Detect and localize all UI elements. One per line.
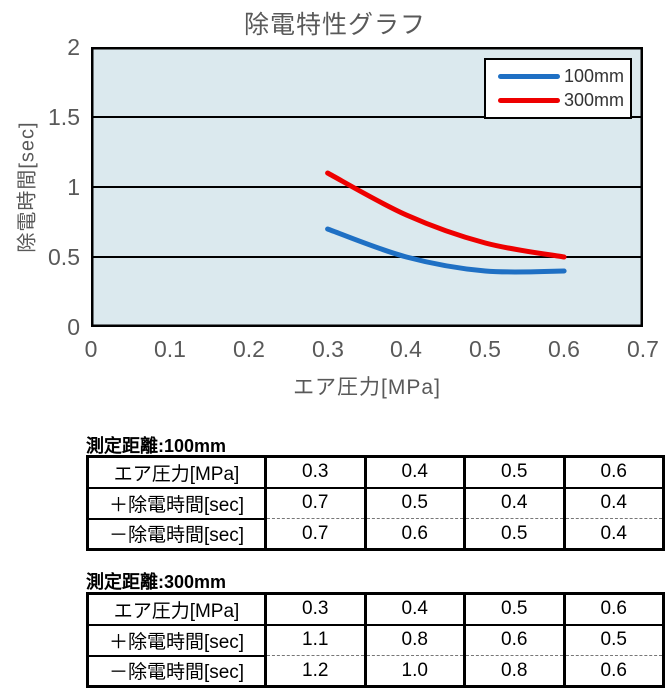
x-tick-label: 0.5 [469,336,501,362]
table-cell: 0.4 [562,486,665,519]
chart-legend: 100mm 300mm [484,58,632,119]
measurement-table-300mm: エア圧力[MPa] 0.3 0.4 0.5 0.6 ＋除電時間[sec] 1.1… [86,592,665,688]
y-tick-label: 0 [67,314,80,340]
table-cell: 0.6 [562,455,665,489]
table-row: エア圧力[MPa] 0.3 0.4 0.5 0.6 [86,455,665,489]
x-tick-label: 0.6 [548,336,580,362]
table-cell: 0.8 [463,655,566,688]
table-title-300mm: 測定距離:300mm [86,572,227,592]
y-tick-label: 0.5 [48,244,80,270]
table-cell: 0.8 [363,623,466,656]
x-axis-title: エア圧力[MPa] [293,376,441,399]
table-cell: 0.5 [463,455,566,489]
table-cell: 0.5 [562,623,665,656]
y-tick-label: 2 [67,34,80,60]
table-cell: 0.4 [363,455,466,489]
table-cell: 0.4 [363,592,466,626]
x-tick-label: 0.1 [154,336,186,362]
table-cell: 0.5 [363,486,466,519]
row-header: －除電時間[sec] [86,654,267,688]
row-header: －除電時間[sec] [86,517,267,551]
table-cell: 0.7 [264,486,367,519]
legend-line-swatch-100mm [498,74,560,80]
x-tick-label: 0.7 [627,336,659,362]
legend-label: 300mm [564,89,625,110]
legend-line-swatch-300mm [498,97,560,103]
x-tick-label: 0.4 [390,336,422,362]
table-cell: 1.1 [264,623,367,656]
table-title-100mm: 測定距離:100mm [86,436,227,456]
row-header: ＋除電時間[sec] [86,623,267,657]
x-tick-label: 0 [84,336,98,362]
table-row: ＋除電時間[sec] 1.1 0.8 0.6 0.5 [86,623,665,657]
table-cell: 1.0 [363,655,466,688]
table-row: エア圧力[MPa] 0.3 0.4 0.5 0.6 [86,592,665,626]
table-cell: 0.3 [264,592,367,626]
x-tick-label: 0.3 [312,336,344,362]
table-cell: 0.4 [463,486,566,519]
table-cell: 0.6 [463,623,566,656]
legend-entry-300mm: 300mm [498,89,625,111]
table-cell: 0.6 [363,518,466,551]
legend-entry-100mm: 100mm [498,66,625,87]
chart-title: 除電特性グラフ [243,11,426,39]
table-cell: 0.6 [562,655,665,688]
y-tick-label: 1.5 [48,104,80,130]
table-cell: 0.5 [463,518,566,551]
table-cell: 1.2 [264,655,367,688]
row-header: エア圧力[MPa] [86,455,267,489]
table-row: ＋除電時間[sec] 0.7 0.5 0.4 0.4 [86,486,665,520]
table-cell: 0.4 [562,518,665,551]
row-header: ＋除電時間[sec] [86,486,267,520]
x-tick-label: 0.2 [233,336,265,362]
table-row: －除電時間[sec] 0.7 0.6 0.5 0.4 [86,517,665,551]
y-tick-label: 1 [67,174,80,200]
table-cell: 0.6 [562,592,665,626]
table-cell: 0.7 [264,518,367,551]
legend-label: 100mm [564,66,625,87]
table-cell: 0.3 [264,455,367,489]
table-row: －除電時間[sec] 1.2 1.0 0.8 0.6 [86,654,665,688]
measurement-table-100mm: エア圧力[MPa] 0.3 0.4 0.5 0.6 ＋除電時間[sec] 0.7… [86,455,665,551]
table-cell: 0.5 [463,592,566,626]
row-header: エア圧力[MPa] [86,592,267,626]
